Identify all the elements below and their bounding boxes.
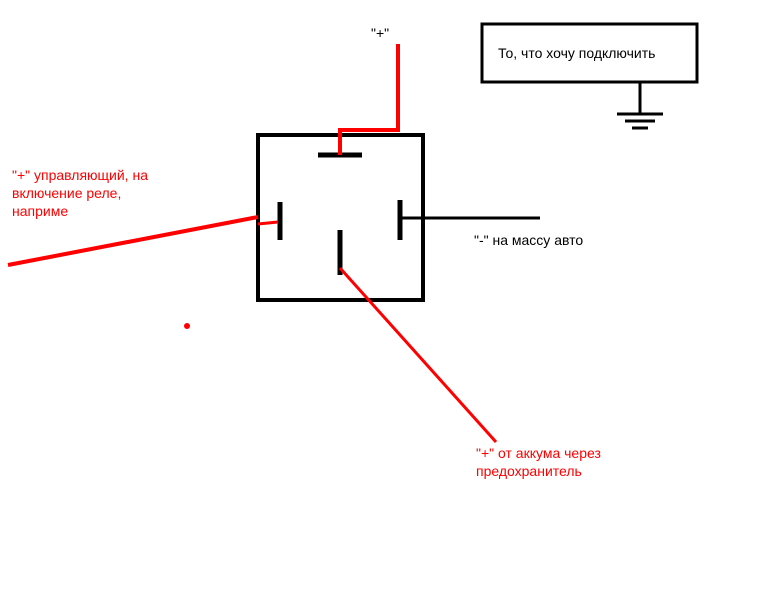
diagram-canvas: "+" То, что хочу подключить "+" управляю… <box>0 0 768 614</box>
label-device-box: То, что хочу подключить <box>498 44 655 62</box>
wire-left-ctrl-a <box>8 217 258 265</box>
stray-dot <box>184 323 190 329</box>
label-plus-top: "+" <box>371 24 389 42</box>
relay-box <box>258 135 423 300</box>
wire-bottom-fuse <box>340 268 496 442</box>
label-fuse-bottom: "+" от аккума через предохранитель <box>476 444 601 480</box>
wiring-svg <box>0 0 768 614</box>
wire-top-plus <box>340 44 398 155</box>
wire-left-ctrl-b <box>258 222 278 224</box>
label-ctrl-left: "+" управляющий, на включение реле, напр… <box>12 166 148 221</box>
label-mass-right: "-" на массу авто <box>474 231 583 249</box>
